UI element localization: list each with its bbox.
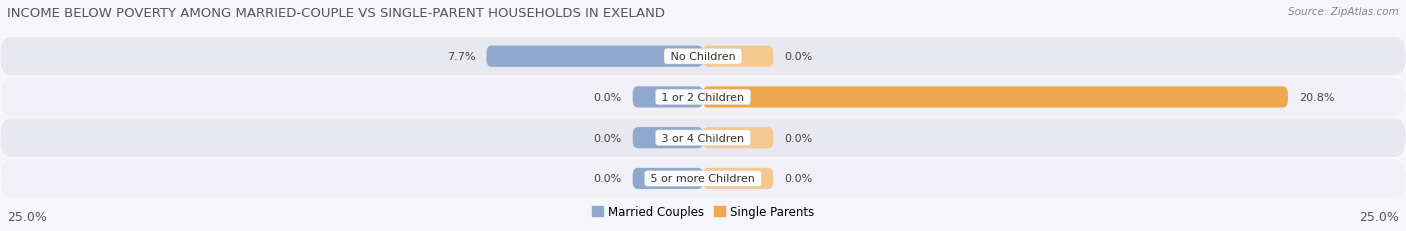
Text: 1 or 2 Children: 1 or 2 Children — [658, 93, 748, 103]
Text: 7.7%: 7.7% — [447, 52, 475, 62]
Text: INCOME BELOW POVERTY AMONG MARRIED-COUPLE VS SINGLE-PARENT HOUSEHOLDS IN EXELAND: INCOME BELOW POVERTY AMONG MARRIED-COUPL… — [7, 7, 665, 20]
FancyBboxPatch shape — [0, 78, 1406, 117]
FancyBboxPatch shape — [486, 46, 703, 67]
FancyBboxPatch shape — [0, 119, 1406, 158]
FancyBboxPatch shape — [633, 87, 703, 108]
Text: 0.0%: 0.0% — [593, 174, 621, 184]
FancyBboxPatch shape — [633, 128, 703, 149]
FancyBboxPatch shape — [633, 168, 703, 189]
Text: 3 or 4 Children: 3 or 4 Children — [658, 133, 748, 143]
FancyBboxPatch shape — [703, 87, 1288, 108]
Legend: Married Couples, Single Parents: Married Couples, Single Parents — [586, 201, 820, 223]
Text: 25.0%: 25.0% — [7, 210, 46, 223]
Text: 0.0%: 0.0% — [593, 93, 621, 103]
FancyBboxPatch shape — [703, 128, 773, 149]
FancyBboxPatch shape — [0, 159, 1406, 198]
Text: 0.0%: 0.0% — [785, 174, 813, 184]
Text: 0.0%: 0.0% — [593, 133, 621, 143]
Text: Source: ZipAtlas.com: Source: ZipAtlas.com — [1288, 7, 1399, 17]
Text: 5 or more Children: 5 or more Children — [647, 174, 759, 184]
Text: 0.0%: 0.0% — [785, 133, 813, 143]
FancyBboxPatch shape — [703, 46, 773, 67]
Text: 25.0%: 25.0% — [1360, 210, 1399, 223]
Text: No Children: No Children — [666, 52, 740, 62]
Text: 20.8%: 20.8% — [1299, 93, 1334, 103]
FancyBboxPatch shape — [703, 168, 773, 189]
FancyBboxPatch shape — [0, 37, 1406, 76]
Text: 0.0%: 0.0% — [785, 52, 813, 62]
